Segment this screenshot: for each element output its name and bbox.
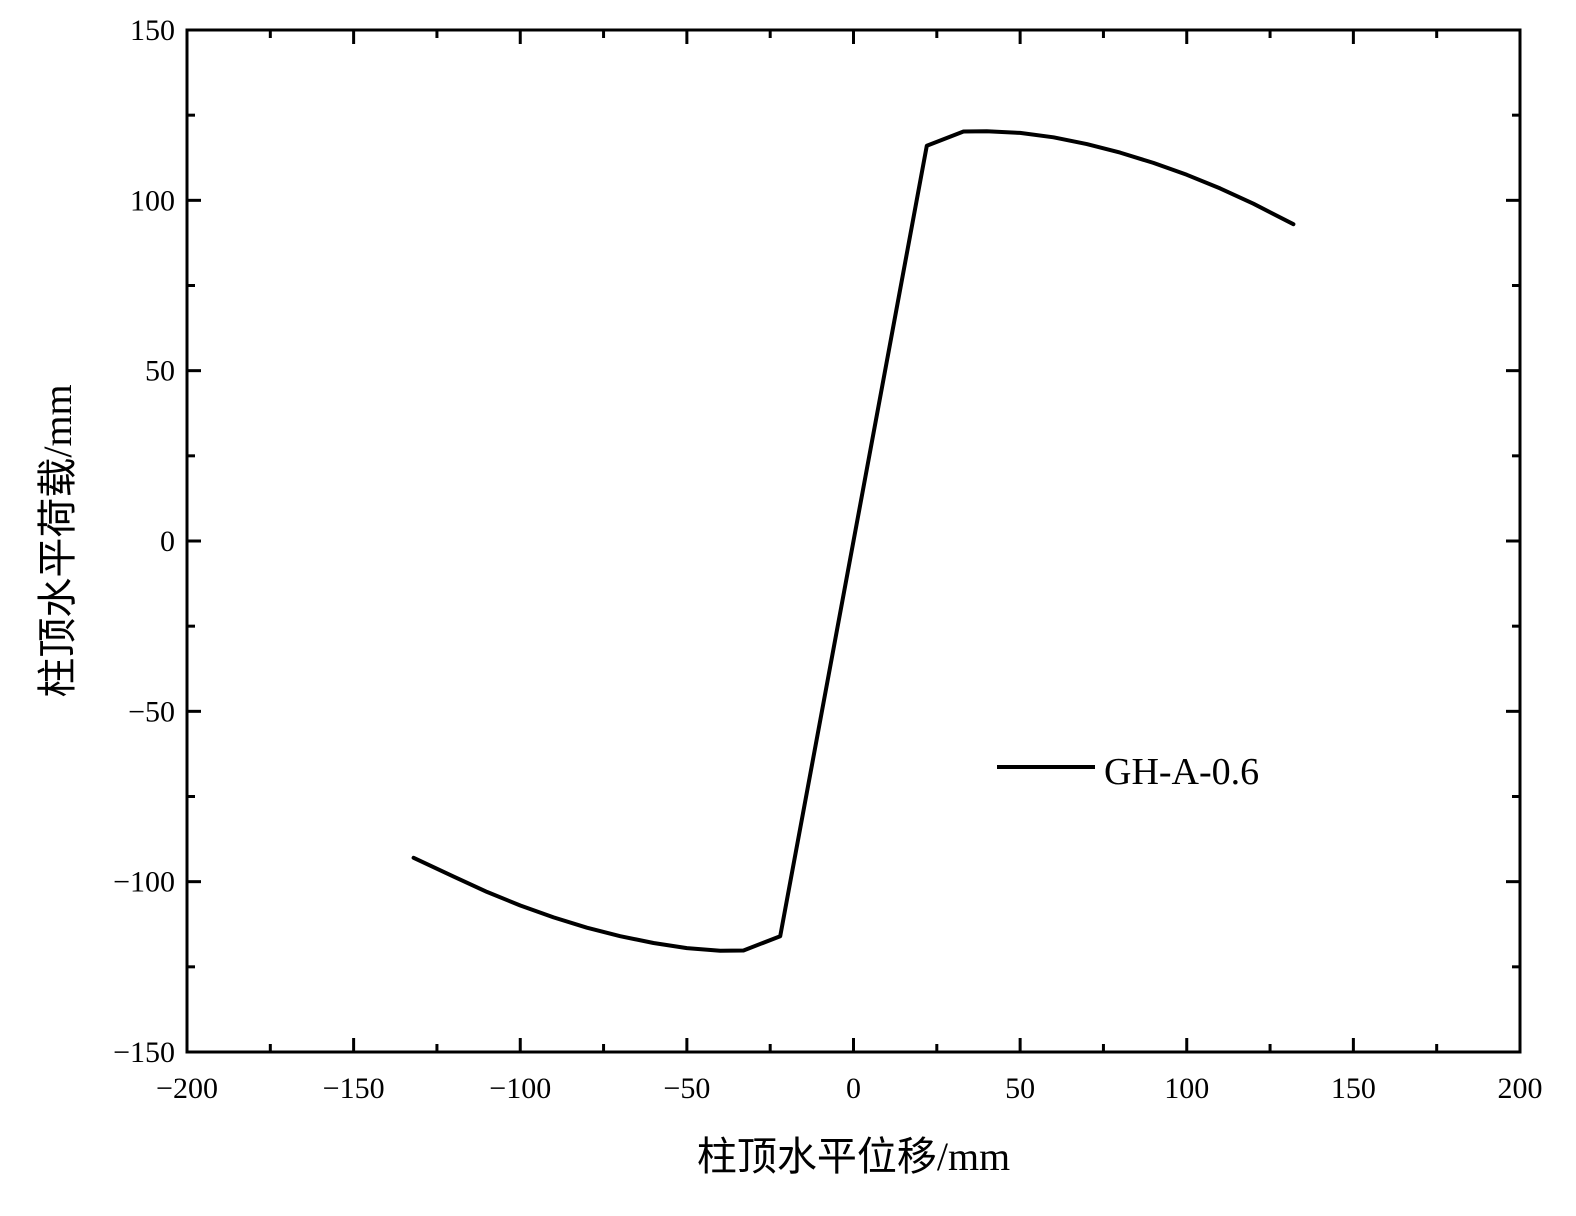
y-tick-label: 50 (145, 355, 175, 388)
x-tick-label: −150 (323, 1072, 385, 1105)
series-layer (411, 129, 1296, 953)
x-tick-label: −50 (663, 1072, 710, 1105)
y-tick-label: 100 (130, 184, 175, 217)
series-line-0 (411, 129, 1296, 953)
labels-layer: −200 −150 −100 −50 0 50 100 150 200−150−100−5005… (113, 14, 1542, 1105)
x-tick-label: −100 (489, 1072, 551, 1105)
y-tick-label: −100 (113, 866, 175, 899)
x-tick-label: 150 (1331, 1072, 1376, 1105)
x-tick-label: 0 (846, 1072, 861, 1105)
y-axis-title: 柱顶水平荷载/mm (35, 384, 80, 697)
y-tick-label: 150 (130, 14, 175, 47)
x-tick-label: 50 (1005, 1072, 1035, 1105)
plot-frame (185, 28, 1522, 1054)
y-tick-label: 0 (160, 525, 175, 558)
x-tick-label: 100 (1164, 1072, 1209, 1105)
x-tick-label: −200 (156, 1072, 218, 1105)
x-axis-title: 柱顶水平位移/mm (697, 1134, 1010, 1179)
x-tick-label: 200 (1498, 1072, 1543, 1105)
legend: GH-A-0.6 (997, 751, 1259, 793)
y-tick-label: −150 (113, 1036, 175, 1069)
legend-label-gh-a-0.6: GH-A-0.6 (1104, 751, 1259, 793)
y-tick-label: −50 (128, 695, 175, 728)
